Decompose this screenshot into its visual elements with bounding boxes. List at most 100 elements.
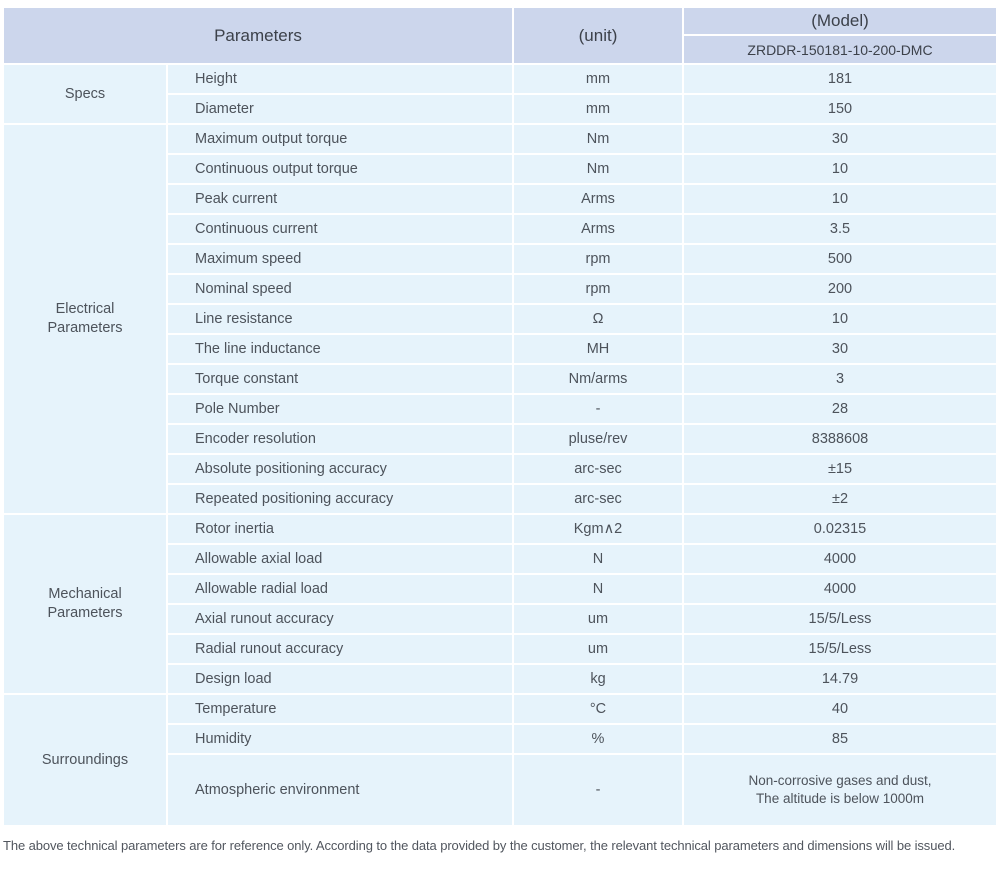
param-name-cell: Continuous current [168,215,512,243]
unit-cell: Nm [514,125,682,153]
table-row: Surroundings Temperature °C 40 [4,695,996,825]
param-name-cell: Torque constant [168,365,512,393]
unit-cell: rpm [514,245,682,273]
param-name-cell: Diameter [168,95,512,123]
value-cell: 15/5/Less [684,605,996,633]
value-cell: 3.5 [684,215,996,243]
table-row: Peak current Arms 10 [4,185,996,213]
value-cell: 500 [684,245,996,273]
param-name-cell: Allowable axial load [168,545,512,573]
header-row-model: ZRDDR-150181-10-200-DMC [4,36,996,63]
unit-cell: Nm/arms [514,365,682,393]
table-row: Torque constant Nm/arms 3 [4,365,996,393]
value-cell: Non-corrosive gases and dust, The altitud… [684,755,996,825]
unit-cell: pluse/rev [514,425,682,453]
table-row: Encoder resolution pluse/rev 8388608 [4,425,996,453]
header-unit: (unit) [514,8,682,63]
section-label-cell: Electrical Parameters [4,125,166,513]
value-cell: 85 [684,725,996,753]
param-name-cell: Radial runout accuracy [168,635,512,663]
table-row: Continuous output torque Nm 10 [4,155,996,183]
param-name-cell: Humidity [168,725,512,753]
table-row: Line resistance Ω 10 [4,305,996,333]
table-row: Humidity% 85 [4,725,996,753]
section-label-cell: Mechanical Parameters [4,515,166,693]
value-cell: 14.79 [684,665,996,693]
unit-cell: mm [514,65,682,93]
unit-cell: arc-sec [514,455,682,483]
param-name-cell: Encoder resolution [168,425,512,453]
value-cell: 10 [684,305,996,333]
unit-cell: mm [514,95,682,123]
param-name-cell: Peak current [168,185,512,213]
param-name-cell: Height [168,65,512,93]
unit-cell: Arms [514,185,682,213]
unit-cell: um [514,635,682,663]
param-name-cell: Pole Number [168,395,512,423]
unit-cell: MH [514,335,682,363]
value-cell: 4000 [684,545,996,573]
page: Parameters (unit) (Model) ZRDDR-150181-1… [2,6,998,853]
table-row: Electrical Parameters Maximum output torq… [4,125,996,513]
param-name-cell: Rotor inertia [168,515,512,543]
value-cell: 200 [684,275,996,303]
table-row: Atmospheric environment - Non-corrosive ga… [4,755,996,825]
section-label-cell: Surroundings [4,695,166,825]
param-name-cell: The line inductance [168,335,512,363]
value-cell: 40 [684,695,996,723]
table-row: Diameter mm 150 [4,95,996,123]
value-line: The altitude is below 1000m [755,791,925,806]
parameters-table: Parameters (unit) (Model) ZRDDR-150181-1… [2,6,998,827]
unit-cell: N [514,575,682,603]
value-cell: 30 [684,125,996,153]
value-cell: 181 [684,65,996,93]
header-model-number: ZRDDR-150181-10-200-DMC [684,36,996,63]
unit-cell: kg [514,665,682,693]
unit-cell: um [514,605,682,633]
table-row: Repeated positioning accuracy arc-sec ±2 [4,485,996,513]
value-cell: 10 [684,185,996,213]
param-name-cell: Allowable radial load [168,575,512,603]
table-row: Radial runout accuracy um 15/5/Less [4,635,996,663]
param-name-cell: Temperature [168,695,512,723]
value-cell: 0.02315 [684,515,996,543]
param-name-cell: Continuous output torque [168,155,512,183]
param-name-cell: Nominal speed [168,275,512,303]
table-row: Allowable radial load N 4000 [4,575,996,603]
unit-cell: Arms [514,215,682,243]
header-parameters: Parameters [4,8,512,63]
value-cell: 3 [684,365,996,393]
table-row: Pole Number -28 [4,395,996,423]
param-name-cell: Absolute positioning accuracy [168,455,512,483]
unit-cell: % [514,725,682,753]
value-cell: 28 [684,395,996,423]
unit-cell: - [514,755,682,825]
value-cell: ±2 [684,485,996,513]
value-cell: 10 [684,155,996,183]
unit-cell: Kgm∧2 [514,515,682,543]
param-name-cell: Design load [168,665,512,693]
table-header: Parameters (unit) (Model) ZRDDR-150181-1… [4,8,996,63]
param-name-cell: Atmospheric environment [168,755,512,825]
value-cell: 150 [684,95,996,123]
header-model: (Model) [684,8,996,34]
param-name-cell: Axial runout accuracy [168,605,512,633]
table-row: Maximum speed rpm 500 [4,245,996,273]
section-label-cell: Specs [4,65,166,123]
unit-cell: °C [514,695,682,723]
table-row: Axial runout accuracy um 15/5/Less [4,605,996,633]
value-cell: ±15 [684,455,996,483]
table-row: Mechanical Parameters Rotor inertia Kgm∧2 0… [4,515,996,693]
value-cell: 15/5/Less [684,635,996,663]
value-cell: 30 [684,335,996,363]
unit-cell: Ω [514,305,682,333]
param-name-cell: Repeated positioning accuracy [168,485,512,513]
value-cell: 4000 [684,575,996,603]
table-body: Specs Height mm 181 Diameter mm 150 Electrical … [4,65,996,825]
header-row-top: Parameters (unit) (Model) [4,8,996,63]
unit-cell: rpm [514,275,682,303]
unit-cell: N [514,545,682,573]
value-line: Non-corrosive gases and dust, [748,772,932,788]
param-name-cell: Maximum speed [168,245,512,273]
table-row: The line inductance MH 30 [4,335,996,363]
